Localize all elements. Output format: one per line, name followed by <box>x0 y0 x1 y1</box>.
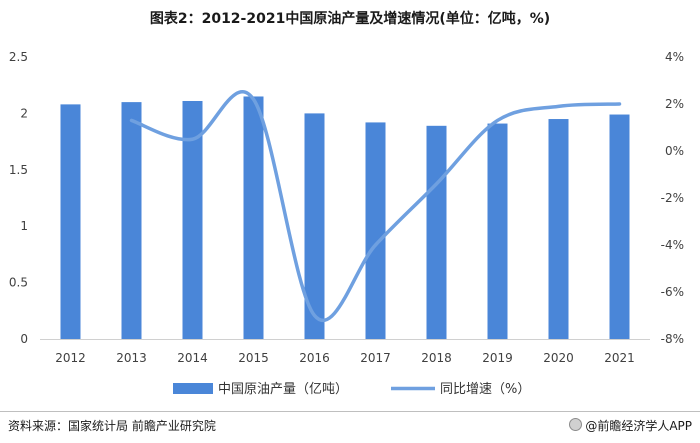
bar <box>487 123 508 339</box>
x-axis: 2012 2013 2014 2015 2016 2017 2018 2019 2020 2021 <box>55 351 635 365</box>
right-tick-label: -2% <box>661 191 684 205</box>
x-tick-label: 2016 <box>299 351 330 365</box>
growth-line <box>129 90 622 322</box>
bar <box>304 113 325 340</box>
x-tick-label: 2018 <box>421 351 452 365</box>
right-tick-label: 0% <box>665 144 684 158</box>
left-tick-label: 2.5 <box>9 50 28 64</box>
bar <box>121 102 142 340</box>
x-tick-label: 2013 <box>116 351 147 365</box>
left-tick-label: 1 <box>20 219 28 233</box>
brand-logo-icon <box>569 418 583 431</box>
source-note: 资料来源：国家统计局 前瞻产业研究院 <box>8 419 216 433</box>
chart-title: 图表2：2012-2021中国原油产量及增速情况(单位：亿吨，%) <box>149 11 551 27</box>
brand-credit: @前瞻经济学人APP <box>569 417 692 434</box>
footer-divider <box>0 411 700 412</box>
bar <box>548 119 569 339</box>
x-tick-label: 2019 <box>482 351 513 365</box>
left-tick-label: 1.5 <box>9 163 28 177</box>
line-series <box>129 90 622 322</box>
legend: 中国原油产量（亿吨） 同比增速（%） <box>173 382 530 397</box>
bar <box>609 114 630 339</box>
legend-bar-swatch <box>173 383 213 394</box>
x-tick-label: 2020 <box>543 351 574 365</box>
right-tick-label: -6% <box>661 285 684 299</box>
right-tick-label: 2% <box>665 97 684 111</box>
legend-bar-label: 中国原油产量（亿吨） <box>218 382 348 397</box>
left-axis: 0 0.5 1 1.5 2 2.5 <box>9 50 28 346</box>
legend-line-label: 同比增速（%） <box>440 382 530 397</box>
x-tick-label: 2014 <box>177 351 208 365</box>
x-tick-label: 2015 <box>238 351 269 365</box>
x-tick-label: 2017 <box>360 351 391 365</box>
left-tick-label: 0.5 <box>9 276 28 290</box>
right-tick-label: -8% <box>661 332 684 346</box>
left-tick-label: 2 <box>20 106 28 120</box>
chart: 0 0.5 1 1.5 2 2.5 -8% -6% -4% -2% 0% 2% 4% 2012 2013… <box>9 50 684 397</box>
brand-label: @前瞻经济学人APP <box>585 419 692 433</box>
bar-series <box>60 96 630 340</box>
x-tick-label: 2012 <box>55 351 86 365</box>
right-axis: -8% -6% -4% -2% 0% 2% 4% <box>661 50 684 346</box>
right-tick-label: -4% <box>661 238 684 252</box>
right-tick-label: 4% <box>665 50 684 64</box>
bar <box>365 122 386 339</box>
bar <box>60 104 81 339</box>
bar <box>426 125 447 339</box>
x-tick-label: 2021 <box>604 351 635 365</box>
bar <box>243 96 264 339</box>
bar <box>182 100 203 339</box>
left-tick-label: 0 <box>20 332 28 346</box>
